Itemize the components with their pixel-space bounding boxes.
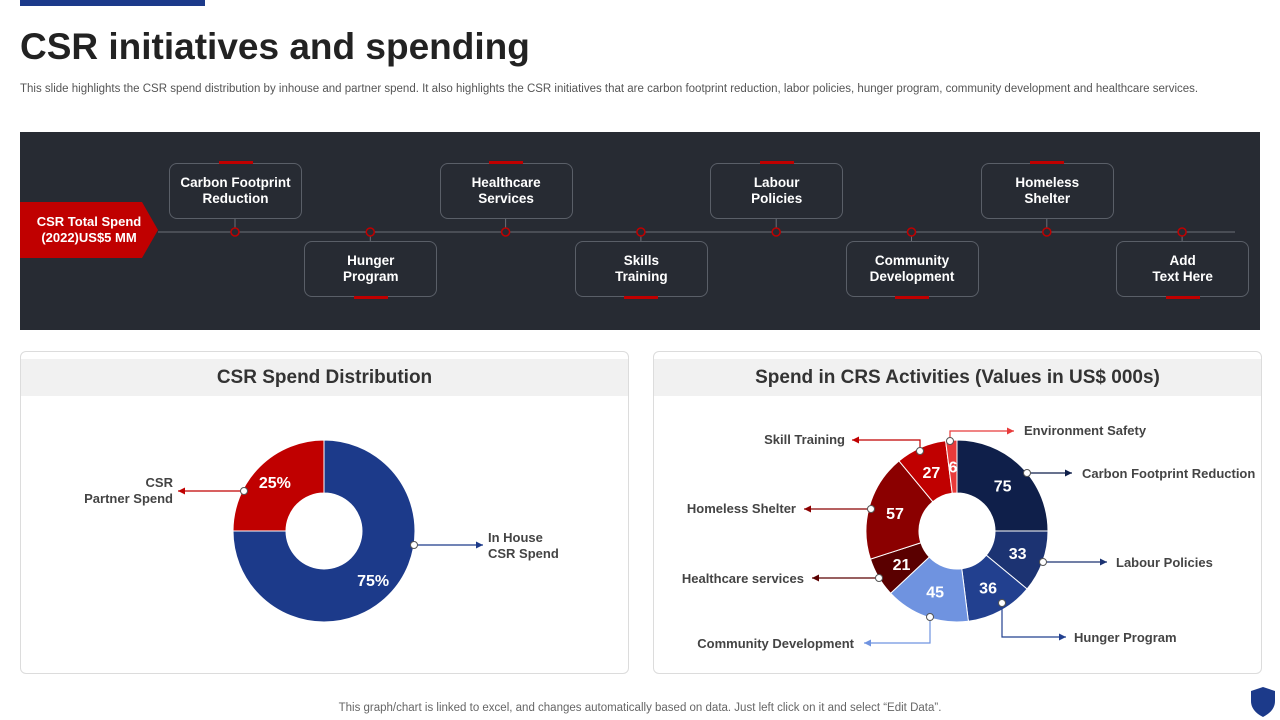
donut-slice[interactable] [232, 439, 416, 623]
timeline-item-accent [353, 296, 388, 299]
timeline-item: Homeless Shelter [980, 161, 1114, 219]
leader-arrow [178, 487, 185, 495]
timeline-dot [1042, 227, 1052, 237]
slice-category-label: CSR Partner Spend [84, 475, 173, 506]
timeline-item: Add Text Here [1116, 241, 1250, 299]
leader-anchor [1023, 469, 1031, 477]
slice-value-label: 75 [994, 478, 1012, 495]
timeline-dot [906, 227, 917, 237]
slice-category-label: Carbon Footprint Reduction [1082, 466, 1255, 481]
slice-value-label: 36 [979, 581, 997, 598]
timeline-panel: CSR Total Spend (2022)US$5 MM Carbon Foo… [20, 132, 1260, 330]
slice-value-label: 45 [926, 585, 944, 602]
top-accent-bar [20, 0, 205, 6]
timeline-item-label: Healthcare Services [471, 175, 541, 206]
leader-anchor [240, 487, 248, 495]
leader-line [852, 439, 921, 451]
shield-icon [1251, 687, 1275, 717]
csr-spend-distribution-title: CSR Spend Distribution [21, 359, 628, 396]
timeline-item-accent [1030, 161, 1065, 164]
timeline-dot [500, 227, 511, 237]
slice-category-label: Environment Safety [1024, 423, 1147, 438]
slice-value-label: 57 [886, 506, 904, 523]
leader-arrow [1059, 633, 1066, 641]
leader-anchor [875, 574, 883, 582]
leader-arrow [852, 436, 859, 444]
timeline-item-label: Hunger Program [343, 253, 399, 284]
total-spend-tag: CSR Total Spend (2022)US$5 MM [20, 202, 158, 258]
donut-slice[interactable] [865, 460, 934, 560]
crs-activities-card: Spend in CRS Activities (Values in US$ 0… [653, 351, 1262, 674]
csr-spend-distribution-chart[interactable]: 75% 25% In House CSR Spend CSR Partner Spend [21, 352, 628, 673]
donut-slice[interactable] [956, 439, 1049, 532]
timeline-item-accent [895, 296, 929, 299]
slice-value-label: 25% [259, 475, 291, 492]
timeline-item: Skills Training [574, 241, 708, 299]
timeline-item-label: Add Text Here [1152, 253, 1213, 284]
leader-arrow [1065, 469, 1072, 477]
timeline-item: Healthcare Services [439, 161, 573, 219]
timeline-item: Hunger Program [304, 241, 438, 299]
leader-anchor [946, 437, 954, 445]
slice-category-label: In House CSR Spend [488, 530, 559, 561]
slice-value-label: 21 [893, 557, 911, 574]
crs-activities-chart[interactable]: 75 33 36 45 21 57 27 6 Carbon Footprint Reductio… [654, 352, 1261, 673]
timeline-item-label: Skills Training [615, 253, 668, 284]
leader-arrow [804, 505, 811, 513]
timeline-item-label: Carbon Footprint Reduction [180, 175, 291, 206]
slice-category-label: Homeless Shelter [687, 501, 796, 516]
timeline-dot [771, 227, 781, 237]
csr-spend-distribution-card: CSR Spend Distribution 75% 25% In House CSR… [20, 351, 629, 674]
timeline-item-accent [1165, 296, 1200, 299]
leader-anchor [926, 613, 934, 621]
leader-line [949, 430, 1014, 441]
crs-activities-title: Spend in CRS Activities (Values in US$ 0… [654, 359, 1261, 396]
timeline-item-accent [624, 296, 659, 299]
slice-category-label: Community Development [697, 636, 854, 651]
slice-value-label: 6 [948, 460, 957, 477]
leader-anchor [998, 599, 1006, 607]
leader-arrow [1007, 427, 1014, 435]
leader-anchor [867, 505, 875, 513]
leader-arrow [1100, 558, 1107, 566]
leader-anchor [410, 541, 418, 549]
timeline-item-label: Community Development [869, 253, 955, 284]
leader-line [1001, 603, 1066, 638]
leader-arrow [812, 574, 819, 582]
leader-anchor [916, 447, 924, 455]
slice-value-label: 27 [922, 465, 940, 482]
timeline-line [158, 219, 1235, 241]
timeline-item-label: Labour Policies [751, 175, 803, 206]
timeline-item-accent [759, 161, 794, 164]
slice-value-label: 33 [1009, 546, 1027, 563]
leader-line [864, 617, 931, 644]
timeline-item: Labour Policies [710, 161, 844, 219]
timeline-item: Carbon Footprint Reduction [169, 161, 302, 219]
timeline-item-accent [489, 161, 524, 164]
total-spend-label: CSR Total Spend (2022)US$5 MM [36, 214, 142, 245]
timeline-dot [230, 227, 240, 237]
leader-arrow [864, 639, 871, 647]
timeline-dot [636, 227, 646, 237]
leader-arrow [476, 541, 483, 549]
timeline-item: Community Development [845, 241, 979, 299]
timeline-dot [365, 227, 376, 237]
slice-category-label: Healthcare services [682, 571, 804, 586]
slice-category-label: Hunger Program [1074, 630, 1177, 645]
footer-note: This graph/chart is linked to excel, and… [338, 702, 942, 714]
page-title: CSR initiatives and spending [20, 26, 530, 67]
slice-category-label: Skill Training [764, 432, 845, 447]
slice-category-label: Labour Policies [1116, 555, 1213, 570]
page-subtitle: This slide highlights the CSR spend dist… [20, 83, 1199, 95]
slice-value-label: 75% [357, 573, 389, 590]
timeline-item-label: Homeless Shelter [1015, 175, 1080, 206]
timeline-item-accent [218, 161, 253, 164]
leader-anchor [1039, 558, 1047, 566]
timeline-dot [1177, 227, 1187, 237]
